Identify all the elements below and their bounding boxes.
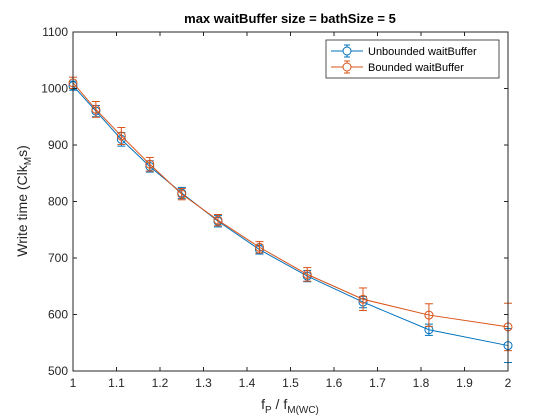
data-point <box>254 242 264 252</box>
legend: Unbounded waitBuffer Bounded waitBuffer <box>325 39 500 79</box>
x-axis-label-subscript: P <box>265 405 272 416</box>
series-layer <box>68 76 513 364</box>
legend-entry: Unbounded waitBuffer <box>331 44 477 58</box>
error-bar <box>359 287 368 312</box>
y-tick-label: 500 <box>48 364 68 378</box>
x-tick-label: 1 <box>70 376 77 390</box>
error-bar <box>303 267 312 282</box>
plot-area <box>73 32 508 371</box>
error-bar <box>91 100 100 118</box>
x-axis-label-part: / f <box>272 396 288 412</box>
error-bar <box>145 156 154 172</box>
data-point <box>358 294 368 304</box>
x-tick-label: 1.5 <box>282 376 299 390</box>
y-tick-label: 700 <box>48 251 68 265</box>
x-axis-label: fP / fM(WC) <box>261 396 319 416</box>
y-axis-ticks: 500 600 700 800 900 1000 1100 <box>41 25 508 378</box>
data-point <box>177 189 187 199</box>
x-axis-label-part: f <box>261 396 265 412</box>
x-tick-label: 1.4 <box>239 376 256 390</box>
y-axis-label-part: s) <box>14 145 30 157</box>
data-point <box>116 131 126 141</box>
legend-entry: Bounded waitBuffer <box>331 60 464 74</box>
y-axis-label-subscript: M <box>23 157 34 165</box>
legend-label: Bounded waitBuffer <box>368 62 464 74</box>
error-bar <box>117 126 126 145</box>
x-axis-label-subscript: M(WC) <box>287 405 319 416</box>
legend-box <box>325 39 500 79</box>
data-point <box>145 159 155 169</box>
y-axis-label-part: Write time (Clk <box>14 164 30 257</box>
error-bar <box>424 303 433 327</box>
x-tick-label: 1.1 <box>108 376 125 390</box>
x-tick-label: 1.3 <box>195 376 212 390</box>
data-point <box>424 310 434 320</box>
y-tick-label: 600 <box>48 308 68 322</box>
legend-label: Unbounded waitBuffer <box>368 46 477 58</box>
x-tick-label: 1.7 <box>369 376 386 390</box>
x-tick-label: 1.6 <box>326 376 343 390</box>
legend-entries: Unbounded waitBuffer Bounded waitBuffer <box>331 44 477 74</box>
y-tick-label: 1000 <box>41 82 68 96</box>
y-tick-label: 800 <box>48 195 68 209</box>
y-tick-label: 1100 <box>42 25 68 39</box>
x-axis-ticks: 1 1.1 1.2 1.3 1.4 1.5 1.6 1.7 1.8 1.9 2 <box>70 32 512 390</box>
chart-title: max waitBuffer size = bathSize = 5 <box>184 11 396 26</box>
data-point <box>91 104 101 114</box>
y-axis-label: Write time (ClkMs) <box>14 145 34 257</box>
x-tick-label: 1.9 <box>456 376 473 390</box>
data-point <box>302 269 312 279</box>
legend-marker <box>342 62 352 72</box>
data-point <box>213 215 223 225</box>
x-tick-label: 1.8 <box>413 376 430 390</box>
x-tick-label: 1.2 <box>152 376 169 390</box>
y-tick-label: 900 <box>48 138 68 152</box>
legend-marker <box>342 46 352 56</box>
x-tick-label: 2 <box>505 376 512 390</box>
